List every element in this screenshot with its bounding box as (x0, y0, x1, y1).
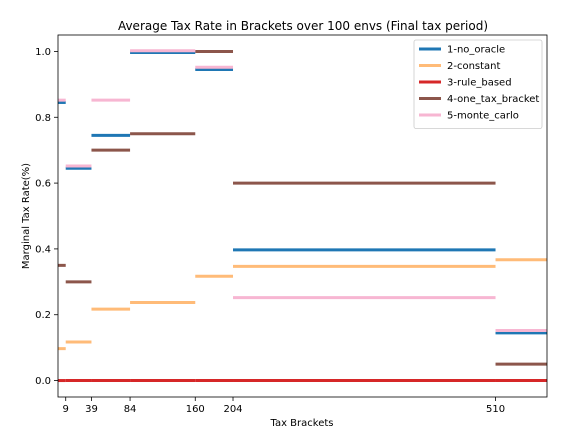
plot-area (58, 49, 547, 383)
x-tick-label: 510 (486, 404, 505, 415)
y-tick-label: 0.2 (35, 310, 51, 321)
y-axis: 0.0 0.2 0.4 0.6 0.8 1.0 (35, 47, 58, 387)
x-tick-label: 84 (124, 404, 137, 415)
x-axis: 9 39 84 160 204 510 (63, 397, 505, 415)
legend-label-2: 2-constant (447, 61, 501, 72)
x-tick-label: 204 (223, 404, 242, 415)
legend-label-3: 3-rule_based (447, 78, 512, 89)
y-tick-label: 0.6 (35, 179, 51, 190)
legend-label-1: 1-no_oracle (447, 45, 505, 56)
x-tick-label: 9 (63, 404, 69, 415)
plot-frame (57, 34, 548, 398)
x-tick-label: 39 (85, 404, 98, 415)
legend: 1-no_oracle 2-constant 3-rule_based 4-one_t… (413, 39, 543, 129)
legend-label-4: 4-one_tax_bracket (447, 94, 539, 105)
legend-box (413, 39, 543, 129)
x-axis-label: Tax Brackets (270, 418, 334, 429)
y-tick-label: 0.8 (35, 113, 51, 124)
y-axis-label: Marginal Tax Rate(%) (21, 163, 32, 269)
y-tick-label: 0.0 (35, 376, 51, 387)
chart-title: Average Tax Rate in Brackets over 100 en… (118, 19, 488, 33)
legend-label-5: 5-monte_carlo (447, 111, 519, 122)
y-tick-label: 0.4 (35, 244, 51, 255)
y-tick-label: 1.0 (35, 47, 51, 58)
x-tick-label: 160 (186, 404, 205, 415)
